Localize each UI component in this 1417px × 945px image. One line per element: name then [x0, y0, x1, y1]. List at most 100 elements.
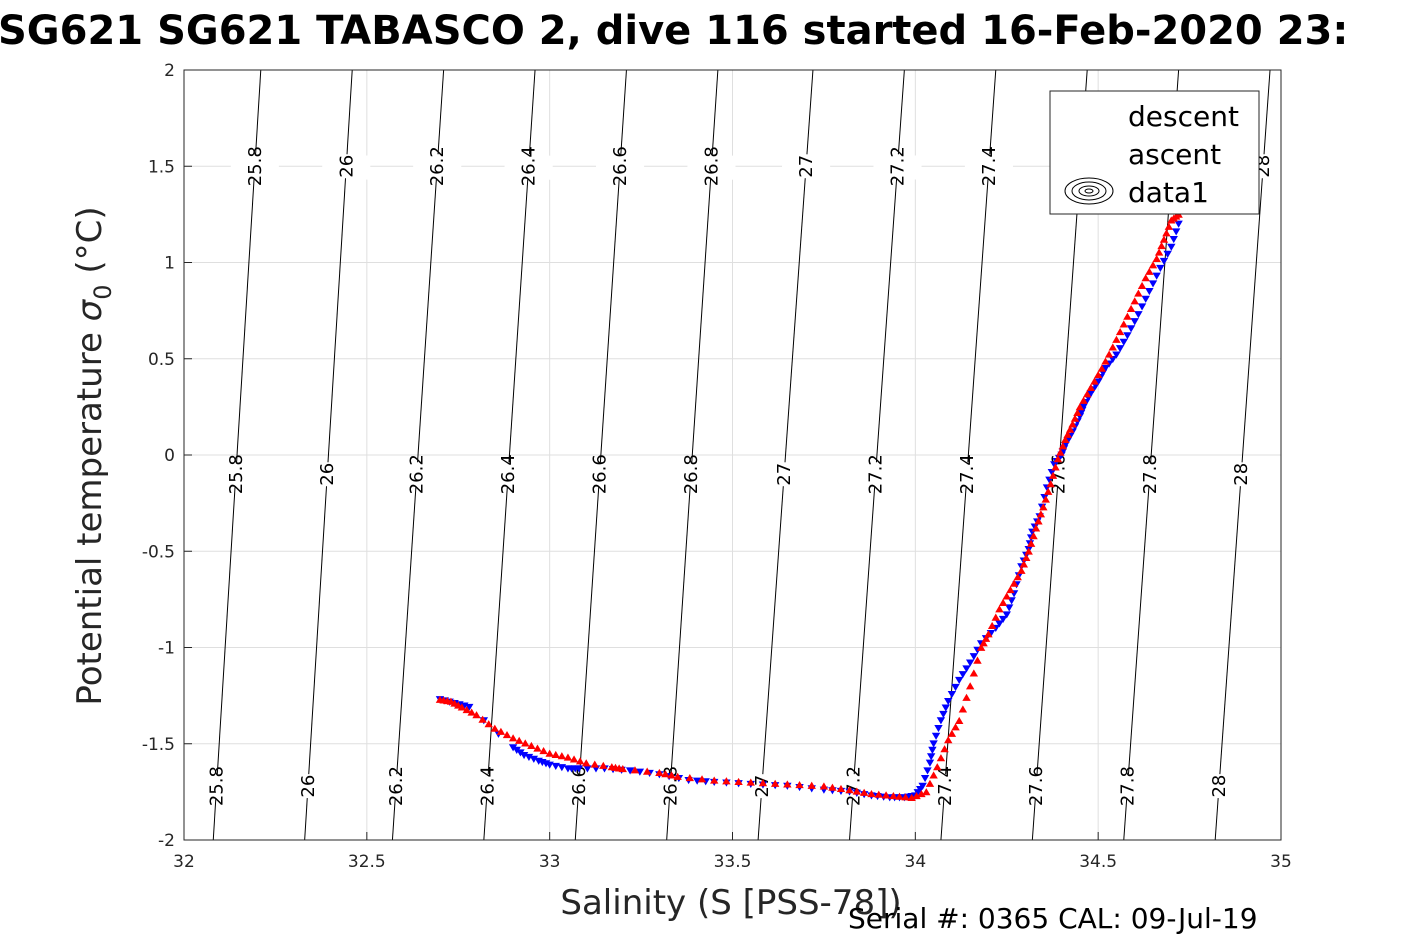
x-tick-label: 33.5 [714, 852, 752, 872]
ascent-point [1101, 357, 1110, 365]
ascent-point [1053, 455, 1063, 463]
x-tick-label: 34 [905, 852, 927, 872]
ascent-point [895, 792, 904, 800]
ascent-point [1043, 487, 1053, 495]
contour-label: 26 [336, 155, 357, 178]
ascent-point [582, 759, 591, 767]
descent-point [965, 659, 975, 667]
data-points [435, 112, 1183, 802]
ascent-point [521, 739, 530, 747]
x-tick-label: 32.5 [348, 852, 386, 872]
serial-cal-footer: Serial #: 0365 CAL: 09-Jul-19 [848, 902, 1258, 935]
descent-point [926, 753, 936, 761]
descent-point [1115, 345, 1125, 353]
ascent-point [770, 779, 780, 787]
ascent-point [472, 711, 481, 719]
descent-point [1148, 280, 1158, 288]
descent-point [1174, 220, 1183, 228]
legend-label-descent: descent [1128, 100, 1239, 133]
descent-point [918, 782, 927, 790]
y-axis-label: Potential temperature σ0 (°C) [70, 206, 117, 705]
ascent-point [642, 767, 652, 775]
ascent-point [710, 776, 719, 784]
contour-label: 27.8 [1118, 766, 1139, 806]
legend-contour-icon [1064, 177, 1114, 205]
contour-label: 25.8 [207, 766, 228, 806]
contour-line [757, 69, 814, 841]
contour-line [940, 69, 997, 841]
ascent-point [569, 755, 579, 763]
descent-point [1159, 257, 1169, 265]
ascent-point [1145, 267, 1154, 275]
legend-contour-icon [1071, 181, 1107, 201]
descent-point [529, 755, 539, 763]
ascent-point [1002, 592, 1011, 600]
descent-point [1004, 604, 1014, 612]
ascent-point [539, 747, 548, 755]
ascent-point [819, 782, 829, 790]
ascent-point [936, 754, 946, 762]
descent-point [1171, 228, 1181, 236]
ascent-point [1123, 312, 1132, 320]
descent-point [1141, 295, 1150, 303]
ascent-point [599, 761, 608, 769]
ascent-point [490, 724, 500, 732]
ascent-point [1073, 408, 1082, 417]
ascent-point [1086, 383, 1096, 391]
ascent-point [912, 791, 921, 800]
contour-label: 27 [774, 463, 795, 486]
contour-label-bg [942, 460, 992, 488]
contour-label: 27.2 [888, 146, 909, 186]
descent-point [936, 717, 946, 725]
descent-point [939, 710, 948, 719]
ascent-point [1148, 261, 1158, 269]
descent-point [925, 759, 935, 767]
ascent-point [991, 613, 1000, 621]
ascent-point [533, 744, 542, 752]
descent-point [1137, 303, 1147, 311]
contour-label-bg [483, 460, 533, 488]
ascent-point [673, 772, 682, 780]
contour-line [391, 69, 445, 841]
contour-label-bg [759, 460, 809, 488]
legend-box [1049, 90, 1260, 215]
contour-label: 26.6 [590, 454, 611, 494]
ascent-point [514, 736, 524, 744]
chart-title: SG621 SG621 TABASCO 2, dive 116 started … [0, 8, 1348, 54]
descent-point [524, 753, 534, 762]
descent-point [995, 620, 1004, 628]
ascent-point [976, 643, 986, 651]
descent-point [1167, 243, 1176, 251]
contour-label-bg [1102, 772, 1153, 800]
ascent-point [951, 723, 960, 731]
contour-line [483, 69, 536, 841]
contour-label: 27.6 [1026, 766, 1047, 806]
y-tick-label: 2 [164, 61, 175, 81]
ascent-point [1157, 242, 1166, 250]
ascent-point [1154, 248, 1164, 256]
ascent-point [1162, 229, 1171, 237]
contour-label: 27.8 [1140, 454, 1161, 494]
descent-point [1002, 611, 1011, 619]
ascent-point [947, 729, 957, 737]
ascent-point [618, 764, 627, 773]
contour-label-bg [850, 460, 901, 488]
descent-point [1152, 272, 1161, 280]
descent-point [944, 698, 953, 706]
descent-point [635, 768, 645, 776]
ascent-point [1026, 539, 1036, 547]
ascent-point [1009, 579, 1019, 587]
ascent-point [1048, 471, 1058, 479]
ascent-point [1115, 328, 1125, 336]
ascent-point [929, 771, 938, 779]
contour-label-bg [574, 460, 625, 488]
ascent-point [965, 682, 975, 690]
ascent-point [1013, 573, 1022, 581]
ascent-point [917, 790, 926, 798]
contour-label-bg [1216, 460, 1267, 488]
contour-label-bg [211, 460, 261, 488]
y-tick-label: 1 [164, 254, 175, 274]
descent-point [1126, 325, 1136, 333]
contour-label: 26.8 [701, 146, 722, 186]
descent-point [583, 765, 592, 773]
